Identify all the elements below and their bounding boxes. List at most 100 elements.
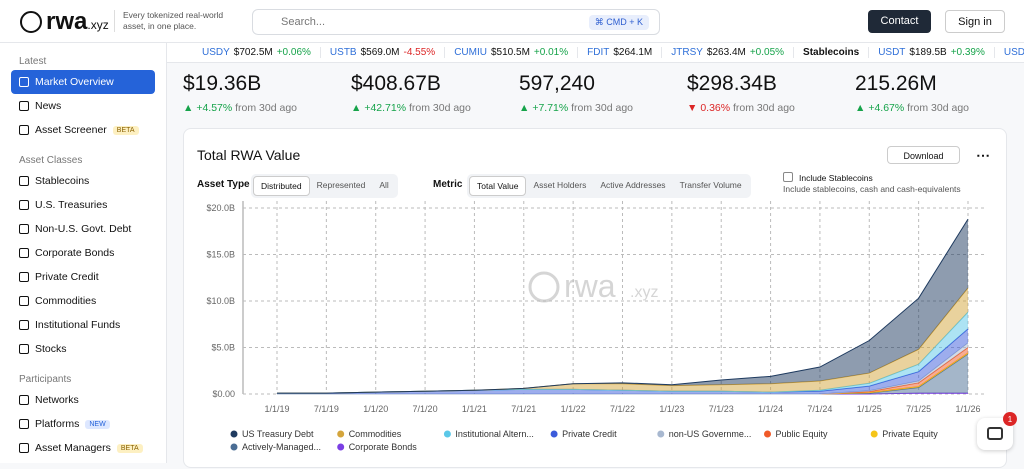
nav-label: Non-U.S. Govt. Debt [35,223,132,235]
checkbox[interactable] [783,172,793,182]
ticker-symbol: CUMIU [454,47,487,58]
nav-item[interactable]: Institutional Funds [11,313,155,337]
nav-item[interactable]: Market Overview [11,70,155,94]
logo[interactable]: rwa .xyz [20,8,109,36]
nav-label: Asset Screener [35,124,107,136]
legend-swatch [657,430,665,438]
nav-item[interactable]: Corporate Bonds [11,241,155,265]
x-tick-label: 1/1/19 [264,404,289,414]
y-tick-label: $0.00 [212,389,235,399]
contact-button[interactable]: Contact [868,10,931,33]
ticker-item[interactable]: FDIT $264.1M [578,47,663,58]
download-button[interactable]: Download [887,146,960,164]
stat-change: ▼ 0.36% from 30d ago [687,102,855,114]
signin-button[interactable]: Sign in [945,10,1005,33]
nav-item[interactable]: Stablecoins [11,169,155,193]
watermark-text: rwa [564,268,616,304]
legend-label: Public Equity [776,429,829,439]
nav-icon [19,320,29,330]
logo-text: rwa [46,8,88,35]
nav-label: News [35,100,62,112]
ticker-item[interactable]: JTRSY $263.4M +0.05% [662,47,795,58]
stat-change: ▲ +4.57% from 30d ago [183,102,351,114]
nav-icon [19,200,29,210]
checkbox-note: Include stablecoins, cash and cash-equiv… [783,184,961,194]
change: +4.57% [196,102,233,114]
legend-label: Actively-Managed... [242,442,321,452]
nav-icon [19,248,29,258]
ticker-change: +0.06% [276,47,311,58]
ticker: USDY $702.5M +0.06% USTB $569.0M -4.55% CUMIU $… [167,43,1024,63]
legend-swatch [764,430,771,438]
ticker-change: +0.01% [533,47,569,58]
nav-label: Institutional Funds [35,319,121,331]
section-title: Latest [19,56,47,67]
nav-label: U.S. Treasuries [35,199,108,211]
toggle-option[interactable]: Active Addresses [600,180,666,190]
ticker-symbol: USDT [878,47,906,58]
nav-label: Commodities [35,295,97,307]
y-tick-label: $20.0B [206,203,235,213]
ticker-item[interactable]: CUMIU $510.5M +0.01% [445,47,579,58]
toggle-option[interactable]: Transfer Volume [679,180,742,190]
x-tick-label: 1/1/22 [561,404,586,414]
ticker-item[interactable]: USDY $702.5M +0.06% [193,47,321,58]
nav-item[interactable]: Commodities [11,289,155,313]
ticker-value: $569.0M [360,47,400,58]
metric-toggle: Total Value Asset Holders Active Addresses… [467,174,751,198]
stat: $298.34B ▼ 0.36% from 30d ago [687,72,855,114]
nav-item[interactable]: Asset Managers BETA [11,436,155,460]
card-title: Total RWA Value [197,147,301,163]
nav-item[interactable]: Private Credit [11,265,155,289]
ticker-item[interactable]: USTB $569.0M -4.55% [321,47,446,58]
ticker-symbol: USTB [329,47,357,58]
stat-value: $19.36B [183,72,262,95]
chat-button[interactable]: 1 [977,412,1017,450]
ticker-value: $702.5M [233,47,273,58]
nav-icon [19,176,29,186]
nav-label: Private Credit [35,271,99,283]
legend-swatch [230,443,238,451]
x-tick-label: 1/1/23 [659,404,684,414]
arrow: ▲ [351,102,365,114]
x-tick-label: 1/1/25 [857,404,882,414]
ticker-item[interactable]: Stablecoins [794,47,870,58]
nav-icon [19,395,29,405]
ticker-value: $264.1M [613,47,653,58]
legend-label: non-US Governme... [669,429,752,439]
legend-label: Private Credit [562,429,617,439]
ticker-value: $263.4M [706,47,746,58]
nav-item[interactable]: U.S. Treasuries [11,193,155,217]
nav-icon [19,272,29,282]
toggle-option[interactable]: Distributed [253,176,310,196]
nav-icon [19,125,29,135]
toggle-option[interactable]: Represented [316,180,366,190]
stat-value: 215.26M [855,72,937,95]
legend-swatch [230,430,238,438]
nav-item[interactable]: News [11,94,155,118]
arrow: ▲ [855,102,869,114]
search-placeholder: Search... [281,16,326,28]
y-tick-label: $5.0B [211,342,235,352]
legend-swatch [550,430,558,438]
toggle-option[interactable]: Asset Holders [533,180,587,190]
ticker-value: $189.5B [909,47,947,58]
ticker-item[interactable]: USDC [995,47,1024,58]
more-menu[interactable]: ⋯ [976,147,990,163]
ticker-symbol: USDY [202,47,230,58]
toggle-option[interactable]: Total Value [469,176,527,196]
nav-item[interactable]: Platforms NEW [11,412,155,436]
x-tick-label: 1/1/21 [462,404,487,414]
ticker-item[interactable]: USDT $189.5B +0.39% [869,47,995,58]
change-suffix: from 30d ago [571,102,634,114]
nav-badge: NEW [85,419,110,429]
nav-item[interactable]: Non-U.S. Govt. Debt [11,217,155,241]
nav-item[interactable]: Asset Screener BETA [11,118,155,142]
search-box[interactable]: Search... ⌘ CMD + K [252,9,660,35]
toggle-option[interactable]: All [379,180,389,190]
nav-item[interactable]: Networks [11,388,155,412]
nav-item[interactable]: Stocks [11,337,155,361]
watermark: rwa .xyz [528,268,658,304]
ticker-group: Stablecoins [803,47,860,58]
